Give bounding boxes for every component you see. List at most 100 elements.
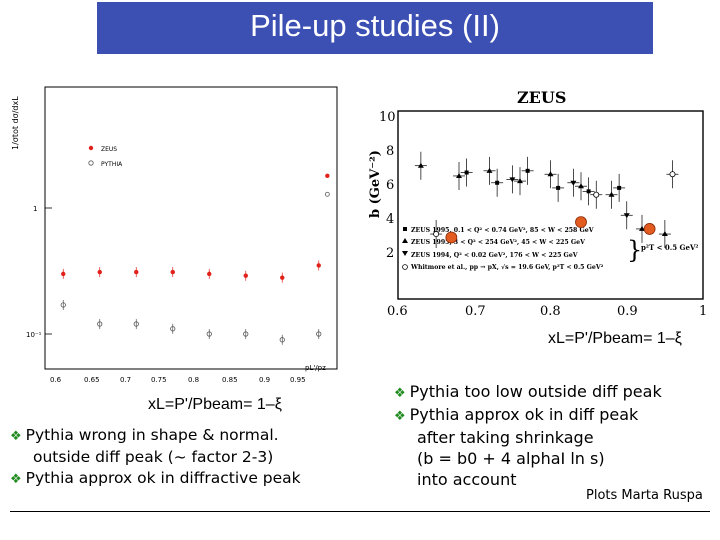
x-tick: 0.75 [151,376,167,384]
zeus95-highq-point [456,172,462,178]
r-x-tick: 0.7 [465,304,486,319]
right-plot-frame [397,110,704,300]
x-tick: 0.8 [188,376,199,384]
zeus-point [207,271,212,277]
r-legend-2: ZEUS 1995, 3 < Q² < 254 GeV², 45 < W < 2… [411,239,585,246]
zeus-point [280,275,285,280]
whitmore-point [593,191,600,198]
pythia-large-marker [575,216,587,228]
r-y-tick: 6 [386,178,394,193]
r-y-tick: 8 [386,144,394,159]
pythia-point [206,331,212,337]
legend-brace: } [627,236,642,264]
left-bullet-2: ❖ Pythia approx ok in diffractive peak [10,469,301,487]
right-bullet-2: ❖ Pythia approx ok in diff peak [394,405,639,424]
zeus95-lowq-point [556,185,561,190]
slide-title: Pile-up studies (II) [250,8,500,43]
pythia-point [279,337,285,343]
r-y-tick: 2 [386,246,394,261]
right-plot-ylabel: b (GeV⁻²) [368,150,383,218]
x-tick: 0.6 [50,376,62,384]
zeus95-lowq-point [525,168,530,173]
zeus95-highq-point [547,171,554,177]
pythia-large-marker [445,231,458,244]
legend-marker-4 [402,264,408,270]
right-plot: ZEUS b (GeV⁻²) 2 4 6 8 10 0.6 0.7 0.8 0.… [368,88,707,319]
right-bullet-2-cont-3: into account [417,470,517,489]
legend-marker-3 [402,251,408,256]
zeus95-highq-point [661,231,668,237]
x-tick: 0.85 [222,376,238,384]
bullet-icon: ❖ [10,429,22,444]
left-bullet-1-cont: outside diff peak (~ factor 2-3) [33,448,274,466]
zeus-point [61,271,66,277]
y-tick-1: 1 [33,205,37,213]
pythia-point [170,326,176,332]
legend-marker-2 [402,238,408,243]
whitmore-point [433,231,440,238]
right-bullet-1: ❖ Pythia too low outside diff peak [394,382,662,401]
right-bullet-2-cont-2: (b = b0 + 4 alphaI ln s) [417,449,605,468]
pythia-point [133,321,139,327]
pythia-point [316,331,322,337]
zeus-point [134,269,139,275]
zeus95-lowq-point [586,189,591,194]
r-brace-label: p²T < 0.5 GeV² [641,243,698,252]
r-legend-3: ZEUS 1994, Q² < 0.02 GeV², 176 < W < 225… [411,252,578,259]
r-x-tick: 1 [699,304,707,319]
r-y-tick: 4 [386,212,394,227]
pythia-point [324,191,330,197]
zeus95-highq-point [608,191,615,197]
zeus95-lowq-point [495,180,500,185]
pythia-point [60,302,66,308]
pythia-large-marker [643,223,656,235]
zeus95-lowq-point [464,170,469,175]
legend-zeus-marker [88,145,94,151]
left-plot: 1/σtot dσ/dxL ZEUS PYTHIA 1 10⁻¹ 0.6 0.6… [11,86,338,384]
left-plot-xlabel: pL'/pz [305,364,326,372]
x-tick: 0.95 [290,376,306,384]
zeus95-highq-point [639,225,645,231]
r-y-tick: 10 [379,110,396,125]
xl-formula-right: xL=P'/Pbeam= 1–ξ [548,330,682,347]
right-plot-title: ZEUS [517,88,566,107]
zeus-point [170,269,175,275]
x-tick: 0.7 [120,376,131,384]
right-bullet-list: ❖ Pythia too low outside diff peak ❖ Pythi… [394,381,662,490]
zeus94-point [623,213,630,219]
whitmore-point [669,171,676,178]
pythia-point [243,331,249,337]
r-x-tick: 0.9 [617,304,638,319]
legend-marker-1 [403,227,407,231]
left-plot-ylabel: 1/σtot dσ/dxL [11,96,20,150]
left-bullet-list: ❖ Pythia wrong in shape & normal. outside… [10,425,301,490]
r-legend-1: ZEUS 1995, 0.1 < Q² < 0.74 GeV², 85 < W … [411,227,594,234]
zeus95-lowq-point [617,185,622,190]
left-plot-frame [44,86,338,370]
zeus95-highq-point [486,167,493,173]
bullet-icon: ❖ [394,409,406,424]
y-tick-0.1: 10⁻¹ [26,331,42,339]
x-tick: 0.65 [84,376,100,384]
zeus95-highq-point [417,162,424,168]
right-bullet-2-cont-1: after taking shrinkage [417,428,594,447]
zeus-point [97,269,102,275]
x-tick: 0.9 [259,376,270,384]
r-x-tick: 0.6 [387,304,408,319]
title-banner [97,2,653,54]
legend-zeus: ZEUS [101,146,117,153]
r-x-tick: 0.8 [540,304,561,319]
zeus94-point [509,177,516,183]
zeus95-highq-point [578,183,584,189]
zeus-point [316,263,321,268]
r-legend-4: Whitmore et al., pp → pX, √s = 19.6 GeV,… [410,264,604,271]
credit-text: Plots Marta Ruspa [586,488,703,503]
bullet-icon: ❖ [10,472,22,487]
xl-formula-left: xL=P'/Pbeam= 1–ξ [148,396,282,413]
pythia-point [97,321,103,327]
zeus-point [325,173,330,179]
legend-pythia: PYTHIA [101,161,123,168]
zeus-point [243,273,248,278]
bullet-icon: ❖ [394,386,406,401]
zeus94-point [570,180,577,186]
